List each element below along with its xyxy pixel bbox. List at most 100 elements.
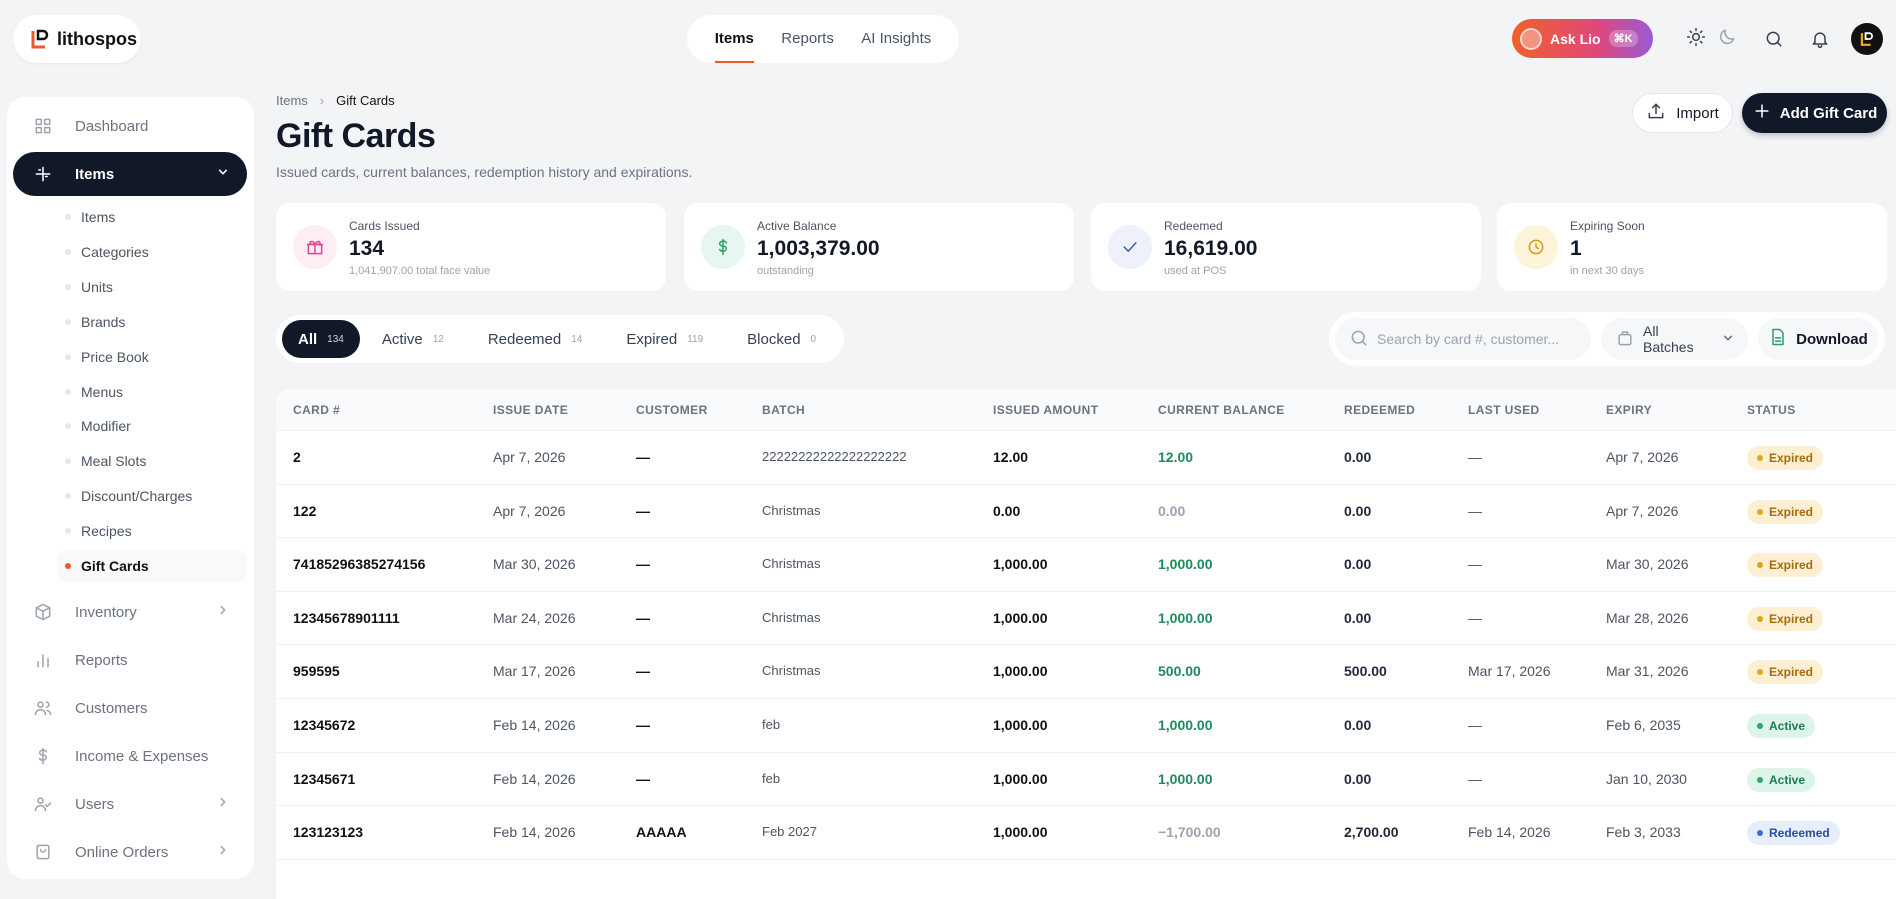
tab-label: Blocked <box>747 330 801 348</box>
user-avatar[interactable] <box>1851 23 1883 55</box>
status-tab[interactable]: Blocked 0 <box>731 320 832 358</box>
sidebar-item[interactable]: Income & Expenses <box>13 734 247 778</box>
table-cell: Mar 17, 2026 <box>1468 663 1551 680</box>
brand-pill[interactable]: lithospos <box>13 15 141 63</box>
bullet <box>65 563 71 569</box>
table-cell: 1,000.00 <box>1158 609 1213 626</box>
search-input[interactable]: Search by card #, customer... <box>1335 318 1591 360</box>
sidebar-subitem[interactable]: Items <box>57 201 247 233</box>
top-nav-item[interactable]: Items <box>714 15 754 63</box>
sidebar-subitem[interactable]: Recipes <box>57 515 247 547</box>
sidebar-subitem[interactable]: Units <box>57 271 247 303</box>
add-gift-card-button[interactable]: Add Gift Card <box>1742 93 1887 133</box>
sidebar-label: Customers <box>75 699 148 717</box>
table-cell: — <box>636 609 650 626</box>
table-row[interactable]: 12345678901111 Mar 24, 2026 — Christmas 1,00… <box>276 592 1896 646</box>
top-nav-item[interactable]: AI Insights <box>861 30 932 47</box>
table-cell: 1,000.00 <box>993 556 1048 573</box>
table-row[interactable]: 2 Apr 7, 2026 — 22222222222222222222 12.00 12… <box>276 431 1896 485</box>
sidebar-item[interactable]: Inventory <box>13 590 247 634</box>
sidebar-subitem[interactable]: Gift Cards <box>57 550 247 582</box>
tab-label: Expired <box>626 330 678 348</box>
stat-value: 16,619.00 <box>1164 237 1258 260</box>
tab-count: 0 <box>810 333 817 345</box>
table-cell: 1,000.00 <box>1158 770 1213 787</box>
sidebar-subitem[interactable]: Modifier <box>57 410 247 442</box>
table-row[interactable]: 959595 Mar 17, 2026 — Christmas 1,000.00 500.… <box>276 645 1896 699</box>
table-cell: 22222222222222222222 <box>762 449 907 464</box>
sidebar-icon <box>33 650 53 670</box>
sidebar-subitem[interactable]: Discount/Charges <box>57 480 247 512</box>
sidebar-subitem[interactable]: Menus <box>57 376 247 408</box>
table-row[interactable]: 12345672 Feb 14, 2026 — feb 1,000.00 1,000.00… <box>276 699 1896 753</box>
status-label: Active <box>1769 719 1806 733</box>
sidebar-subitem[interactable]: Categories <box>57 236 247 268</box>
table-cell: Christmas <box>762 502 821 518</box>
sidebar-icon <box>33 746 53 766</box>
bullet <box>65 388 71 395</box>
table-cell: 122 <box>293 502 317 519</box>
stat-card: Redeemed 16,619.00 used at POS <box>1091 203 1481 291</box>
tab-label: Redeemed <box>487 330 562 348</box>
notifications-icon[interactable] <box>1810 29 1830 54</box>
status-dot <box>1757 776 1763 783</box>
theme-toggle[interactable] <box>1680 24 1742 54</box>
sidebar-item[interactable]: Dashboard <box>13 104 247 148</box>
sidebar-subitem[interactable]: Price Book <box>57 341 247 373</box>
table-cell: — <box>1468 502 1482 519</box>
table-cell: Apr 7, 2026 <box>493 449 566 465</box>
status-tab[interactable]: Active 12 <box>366 320 460 358</box>
tab-label: Active <box>381 330 423 348</box>
table-row[interactable]: 123123123 Feb 14, 2026 AAAAA Feb 2027 1,000.… <box>276 806 1896 860</box>
column-header: REDEEMED <box>1344 403 1416 417</box>
sidebar-subitem[interactable]: Meal Slots <box>57 445 247 477</box>
search-icon[interactable] <box>1764 29 1784 54</box>
table-cell: Feb 14, 2026 <box>1468 824 1551 841</box>
stat-note: outstanding <box>757 265 814 277</box>
status-pill: Expired <box>1747 660 1824 685</box>
status-tab[interactable]: Expired 119 <box>610 320 719 358</box>
sidebar-item[interactable]: Users <box>13 782 247 826</box>
tab-count: 134 <box>327 333 344 345</box>
table-cell: Mar 30, 2026 <box>493 556 576 573</box>
bullet <box>65 318 71 325</box>
sidebar-item[interactable]: Reports <box>13 638 247 682</box>
table-cell: Christmas <box>762 609 821 625</box>
status-tab[interactable]: All 134 <box>282 320 360 358</box>
download-button[interactable]: Download <box>1758 318 1878 360</box>
table-row[interactable]: 122 Apr 7, 2026 — Christmas 0.00 0.00 0.00 — Apr… <box>276 485 1896 539</box>
table-row[interactable]: 74185296385274156 Mar 30, 2026 — Christmas 1… <box>276 538 1896 592</box>
stat-icon <box>1514 225 1558 269</box>
batch-filter[interactable]: All Batches <box>1601 318 1748 360</box>
table-cell: 2,700.00 <box>1344 824 1399 841</box>
breadcrumb-sep: › <box>319 93 325 108</box>
sidebar-item[interactable]: Items <box>13 152 247 196</box>
table-cell: AAAAA <box>636 824 687 841</box>
status-label: Active <box>1769 772 1806 787</box>
ask-assistant-button[interactable]: Ask Lio ⌘K <box>1512 19 1653 58</box>
status-pill: Expired <box>1747 553 1824 578</box>
sidebar-subitem[interactable]: Brands <box>57 306 247 338</box>
status-label: Expired <box>1769 451 1814 465</box>
sidebar-item[interactable]: Customers <box>13 686 247 730</box>
brand-name: lithospos <box>57 28 137 49</box>
sidebar-sublabel: Price Book <box>81 348 149 365</box>
import-button[interactable]: Import <box>1632 93 1733 133</box>
top-nav-item[interactable]: Reports <box>781 30 834 47</box>
stat-note: used at POS <box>1164 265 1227 277</box>
chevron <box>213 600 233 625</box>
chevron <box>213 162 233 187</box>
status-label: Redeemed <box>1769 826 1830 841</box>
sidebar-item[interactable]: Online Orders <box>13 830 247 874</box>
stat-note: 1,041,907.00 total face value <box>349 265 491 277</box>
sidebar-icon <box>33 698 53 718</box>
bullet <box>65 214 71 220</box>
bullet <box>65 353 71 360</box>
table-row[interactable]: 12345671 Feb 14, 2026 — feb 1,000.00 1,000.00… <box>276 753 1896 807</box>
status-tab[interactable]: Redeemed 14 <box>472 320 599 358</box>
table-cell: 1,000.00 <box>993 717 1048 733</box>
tab-count: 14 <box>571 333 583 345</box>
page-subtitle: Issued cards, current balances, redempti… <box>276 164 693 180</box>
breadcrumb-item[interactable]: Items <box>276 93 308 108</box>
